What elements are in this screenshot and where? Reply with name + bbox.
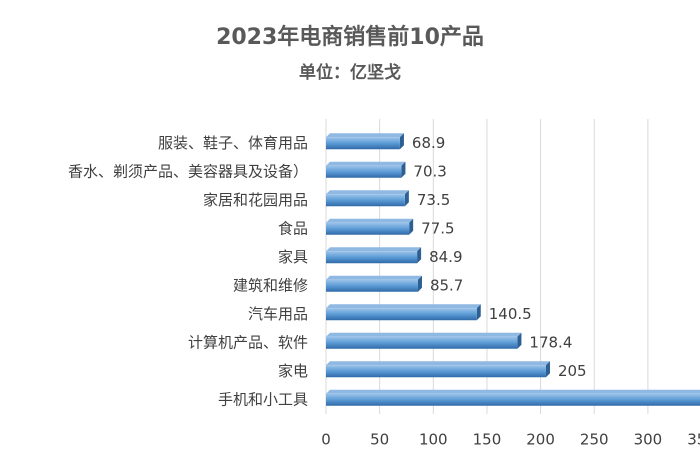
bar: [326, 275, 422, 292]
data-label: 70.3: [413, 162, 446, 180]
x-tick-label: 150: [473, 431, 502, 449]
data-label: 178.4: [529, 333, 572, 351]
chart-title: 2023年电商销售前10产品: [216, 24, 484, 50]
bar: [326, 304, 481, 321]
y-tick-label: 家具: [278, 248, 308, 266]
data-label: 84.9: [429, 248, 462, 266]
x-tick-label: 50: [370, 431, 389, 449]
x-tick-label: 300: [634, 431, 663, 449]
y-tick-label: 香水、剃须产品、美容器具及设备）: [68, 162, 308, 180]
y-tick-label: 手机和小工具: [218, 390, 308, 408]
y-tick-label: 家电: [278, 362, 308, 380]
x-tick-label: 0: [321, 431, 331, 449]
bar: [326, 133, 404, 150]
data-label: 85.7: [430, 276, 463, 294]
bar: [326, 161, 406, 178]
bar: [326, 332, 522, 349]
x-tick-label: 250: [580, 431, 609, 449]
y-tick-label: 家居和花园用品: [203, 191, 308, 209]
data-label: 68.9: [412, 134, 445, 152]
bar: [326, 389, 700, 406]
x-tick-label: 200: [526, 431, 555, 449]
x-tick-label: 100: [419, 431, 448, 449]
data-label: 77.5: [421, 219, 454, 237]
y-tick-label: 建筑和维修: [233, 276, 308, 294]
y-tick-label: 食品: [278, 219, 308, 237]
bar: [326, 190, 409, 207]
y-tick-label: 计算机产品、软件: [188, 333, 308, 351]
data-label: 73.5: [417, 191, 450, 209]
bar: [326, 361, 550, 378]
bar: [326, 247, 422, 264]
bar: [326, 218, 414, 235]
data-label: 205: [558, 362, 587, 380]
x-tick-label: 350: [687, 431, 700, 449]
chart-subtitle: 单位：亿坚戈: [299, 62, 401, 83]
data-label: 140.5: [489, 305, 532, 323]
y-tick-label: 服装、鞋子、体育用品: [158, 134, 308, 152]
y-tick-label: 汽车用品: [248, 305, 308, 323]
